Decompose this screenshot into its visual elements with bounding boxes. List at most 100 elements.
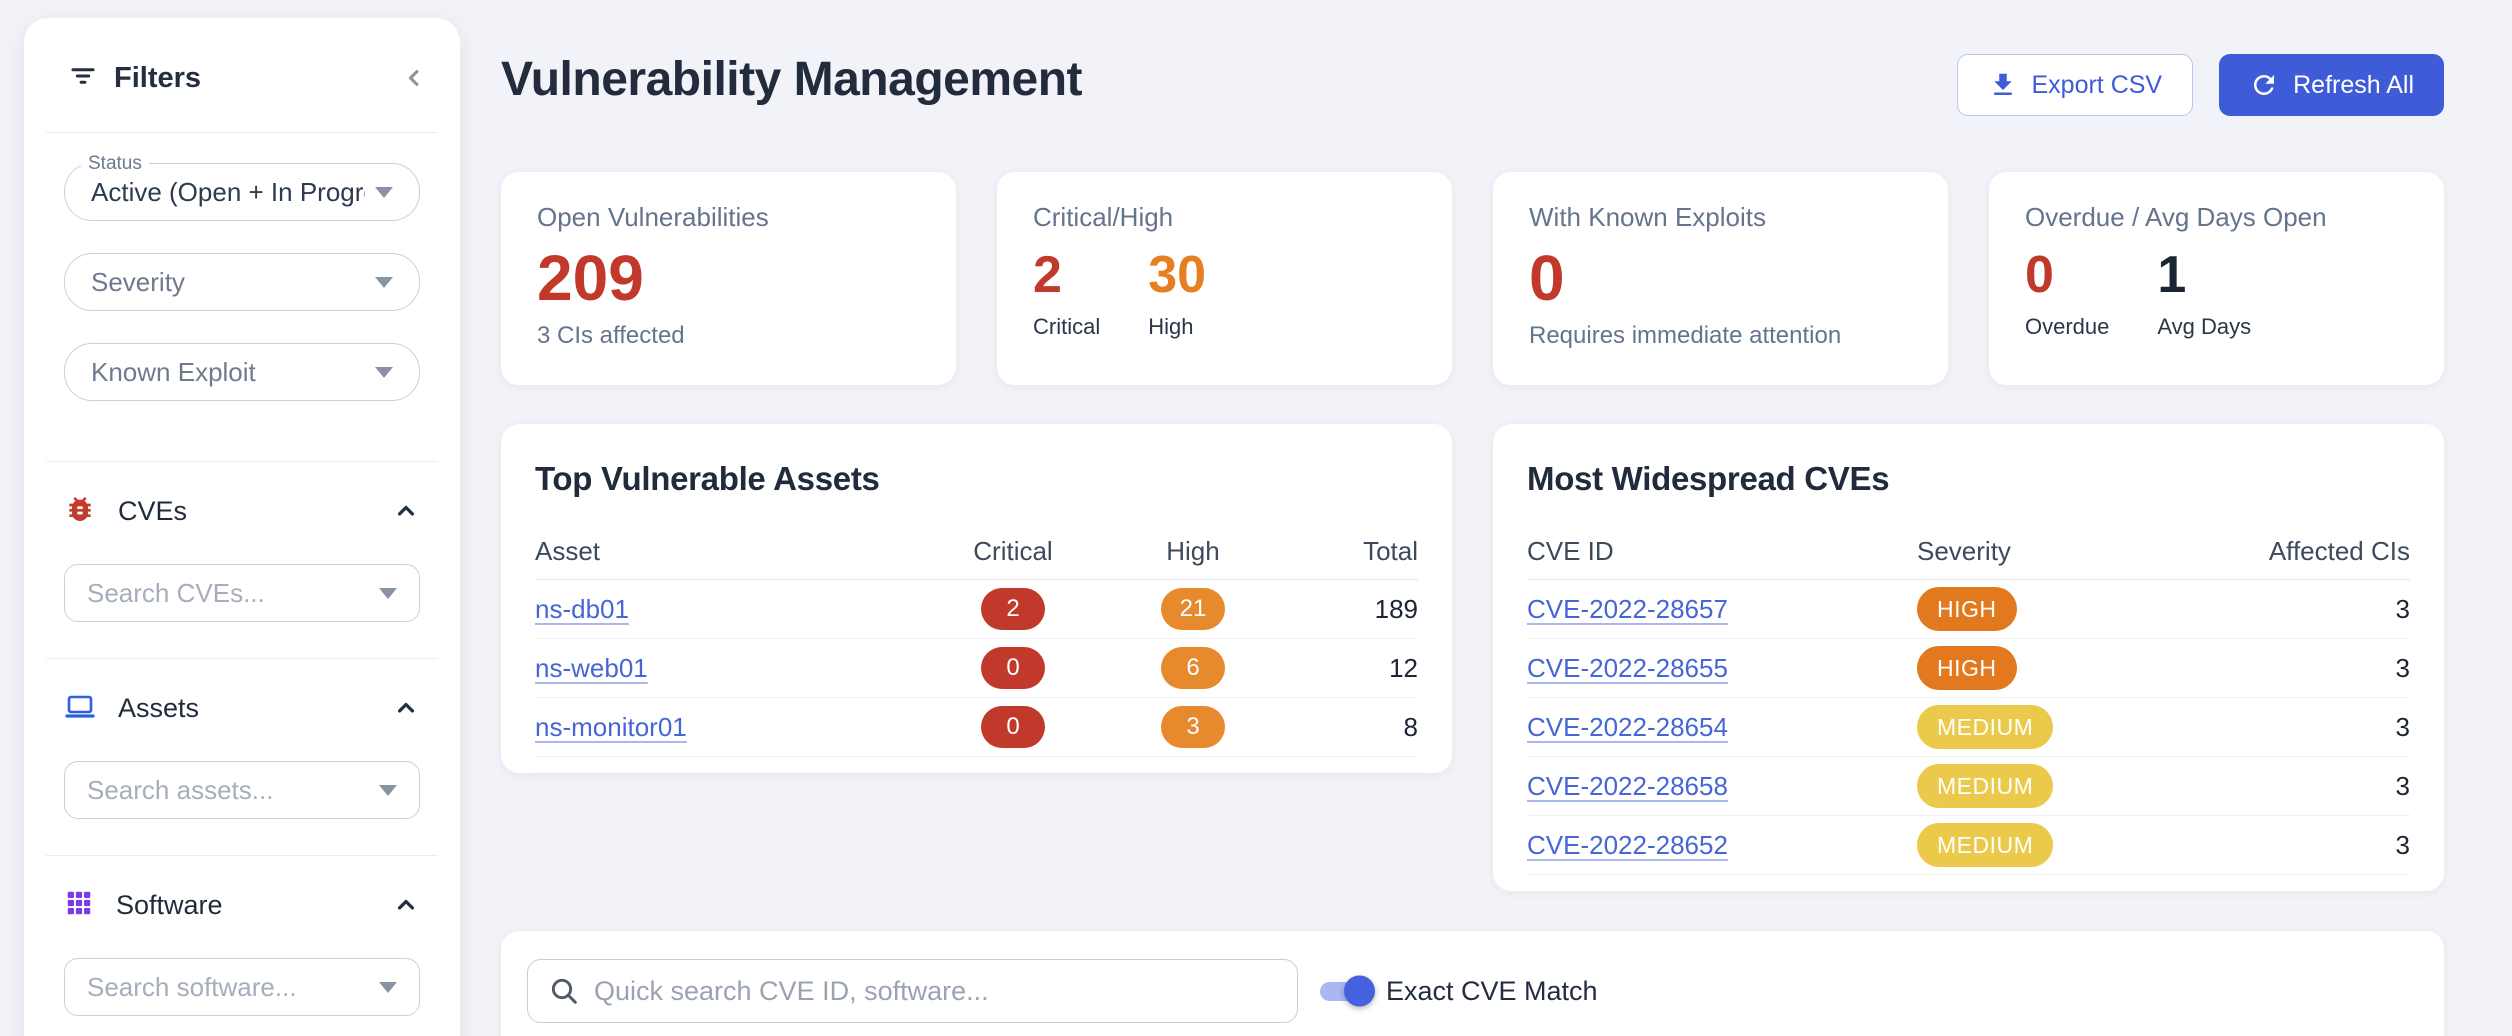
caret-down-icon <box>379 587 397 599</box>
asset-link[interactable]: ns-web01 <box>535 652 648 683</box>
table-row: CVE-2022-28654 MEDIUM 3 <box>1527 698 2410 757</box>
divider <box>46 132 438 133</box>
status-select-value: Active (Open + In Progress) <box>91 176 365 207</box>
table-row: ns-db01 2 21 189 <box>535 580 1418 639</box>
stat-value-avg-days: 1 <box>2157 246 2187 304</box>
sidebar-section-cves[interactable]: CVEs <box>64 492 420 530</box>
high-count-badge: 21 <box>1161 588 1225 630</box>
caret-down-icon <box>379 784 397 796</box>
column-header: Severity <box>1917 536 2011 566</box>
section-label-cves: CVEs <box>118 495 188 526</box>
stat-caption: High <box>1148 314 1194 340</box>
stat-label: Critical/High <box>1033 202 1174 232</box>
asset-link[interactable]: ns-db01 <box>535 593 629 624</box>
toggle-label: Exact CVE Match <box>1386 975 1598 1006</box>
severity-badge: MEDIUM <box>1917 823 2054 867</box>
software-search-box <box>64 958 420 1016</box>
critical-count-badge: 2 <box>981 588 1045 630</box>
severity-select-placeholder: Severity <box>91 266 185 297</box>
sidebar-section-software[interactable]: Software <box>64 886 420 924</box>
affected-cis-cell: 3 <box>2395 829 2410 860</box>
filters-header: Filters <box>46 60 438 96</box>
export-csv-button[interactable]: Export CSV <box>1956 54 2194 116</box>
refresh-all-button[interactable]: Refresh All <box>2219 54 2444 116</box>
download-icon <box>1993 73 2012 95</box>
table-title: Top Vulnerable Assets <box>535 460 880 497</box>
sidebar-section-assets[interactable]: Assets <box>64 689 420 727</box>
page-title: Vulnerability Management <box>501 53 1083 106</box>
stat-caption: Critical <box>1033 314 1101 340</box>
chevron-up-icon <box>397 702 415 713</box>
critical-count-badge: 0 <box>981 647 1045 689</box>
severity-badge: MEDIUM <box>1917 705 2054 749</box>
severity-badge: MEDIUM <box>1917 764 2054 808</box>
column-header: Affected CIs <box>2268 536 2410 566</box>
cve-search-box <box>64 564 420 622</box>
affected-cis-cell: 3 <box>2395 770 2410 801</box>
column-header: High <box>1166 536 1220 566</box>
severity-badge: HIGH <box>1917 587 2017 631</box>
cve-link[interactable]: CVE-2022-28657 <box>1527 593 1728 624</box>
cve-link[interactable]: CVE-2022-28654 <box>1527 711 1728 742</box>
quick-search-card: Exact CVE Match <box>501 931 2444 1036</box>
cve-link[interactable]: CVE-2022-28655 <box>1527 652 1728 683</box>
affected-cis-cell: 3 <box>2395 652 2410 683</box>
section-label-software: Software <box>116 889 223 920</box>
cve-search-input[interactable] <box>87 577 369 609</box>
quick-search-input[interactable] <box>594 975 1277 1007</box>
caret-down-icon <box>375 276 393 288</box>
collapse-sidebar-button[interactable] <box>396 60 432 96</box>
software-search-input[interactable] <box>87 971 369 1003</box>
toggle-knob <box>1344 975 1375 1007</box>
filters-panel: Filters Status Active (Open + In Progres… <box>24 18 460 1036</box>
known-exploit-select[interactable]: Known Exploit <box>64 343 420 401</box>
most-widespread-cves-card: Most Widespread CVEs CVE ID Severity Aff… <box>1493 424 2444 891</box>
toggle-switch[interactable] <box>1320 975 1375 1007</box>
stat-value: 209 <box>537 242 644 314</box>
chevron-up-icon <box>397 505 415 516</box>
table-header-row: Asset Critical High Total <box>535 524 1418 580</box>
divider <box>46 461 438 462</box>
cve-link[interactable]: CVE-2022-28652 <box>1527 829 1728 860</box>
stat-card-overdue-avg-days: Overdue / Avg Days Open 0 Overdue 1 Avg … <box>1989 172 2444 385</box>
table-row: ns-web01 0 6 12 <box>535 639 1418 698</box>
column-header: CVE ID <box>1527 536 1614 566</box>
top-vulnerable-assets-card: Top Vulnerable Assets Asset Critical Hig… <box>501 424 1452 773</box>
stat-label: Open Vulnerabilities <box>537 202 769 232</box>
exact-cve-match-toggle[interactable]: Exact CVE Match <box>1320 959 1598 1023</box>
table-row: CVE-2022-28658 MEDIUM 3 <box>1527 757 2410 816</box>
stat-subtext: Requires immediate attention <box>1529 322 1842 350</box>
asset-search-input[interactable] <box>87 774 369 806</box>
column-header: Total <box>1363 536 1418 566</box>
table-header-row: CVE ID Severity Affected CIs <box>1527 524 2410 580</box>
stat-value-critical: 2 <box>1033 246 1062 304</box>
filter-icon <box>68 61 98 96</box>
stat-card-known-exploits: With Known Exploits 0 Requires immediate… <box>1493 172 1948 385</box>
total-cell: 12 <box>1389 652 1418 683</box>
laptop-icon <box>64 691 96 726</box>
table-title: Most Widespread CVEs <box>1527 460 1890 497</box>
section-label-assets: Assets <box>118 692 200 723</box>
stat-label: With Known Exploits <box>1529 202 1766 232</box>
status-select-label: Status <box>81 153 149 175</box>
table-row: ns-monitor01 0 3 8 <box>535 698 1418 757</box>
table-row: CVE-2022-28657 HIGH 3 <box>1527 580 2410 639</box>
cve-link[interactable]: CVE-2022-28658 <box>1527 770 1728 801</box>
column-header: Critical <box>973 536 1053 566</box>
asset-link[interactable]: ns-monitor01 <box>535 711 687 742</box>
table-row: CVE-2022-28652 MEDIUM 3 <box>1527 816 2410 875</box>
total-cell: 189 <box>1374 593 1418 624</box>
bug-icon <box>64 493 96 530</box>
high-count-badge: 6 <box>1161 647 1225 689</box>
high-count-badge: 3 <box>1161 706 1225 748</box>
status-select[interactable]: Status Active (Open + In Progress) <box>64 153 420 221</box>
total-cell: 8 <box>1403 711 1418 742</box>
column-header: Asset <box>535 536 601 566</box>
stat-value-overdue: 0 <box>2025 246 2054 304</box>
severity-select[interactable]: Severity <box>64 253 420 311</box>
stat-value-high: 30 <box>1148 246 1207 304</box>
stat-caption: Overdue <box>2025 314 2110 340</box>
caret-down-icon <box>379 981 397 993</box>
affected-cis-cell: 3 <box>2395 593 2410 624</box>
stat-value: 0 <box>1529 242 1565 314</box>
